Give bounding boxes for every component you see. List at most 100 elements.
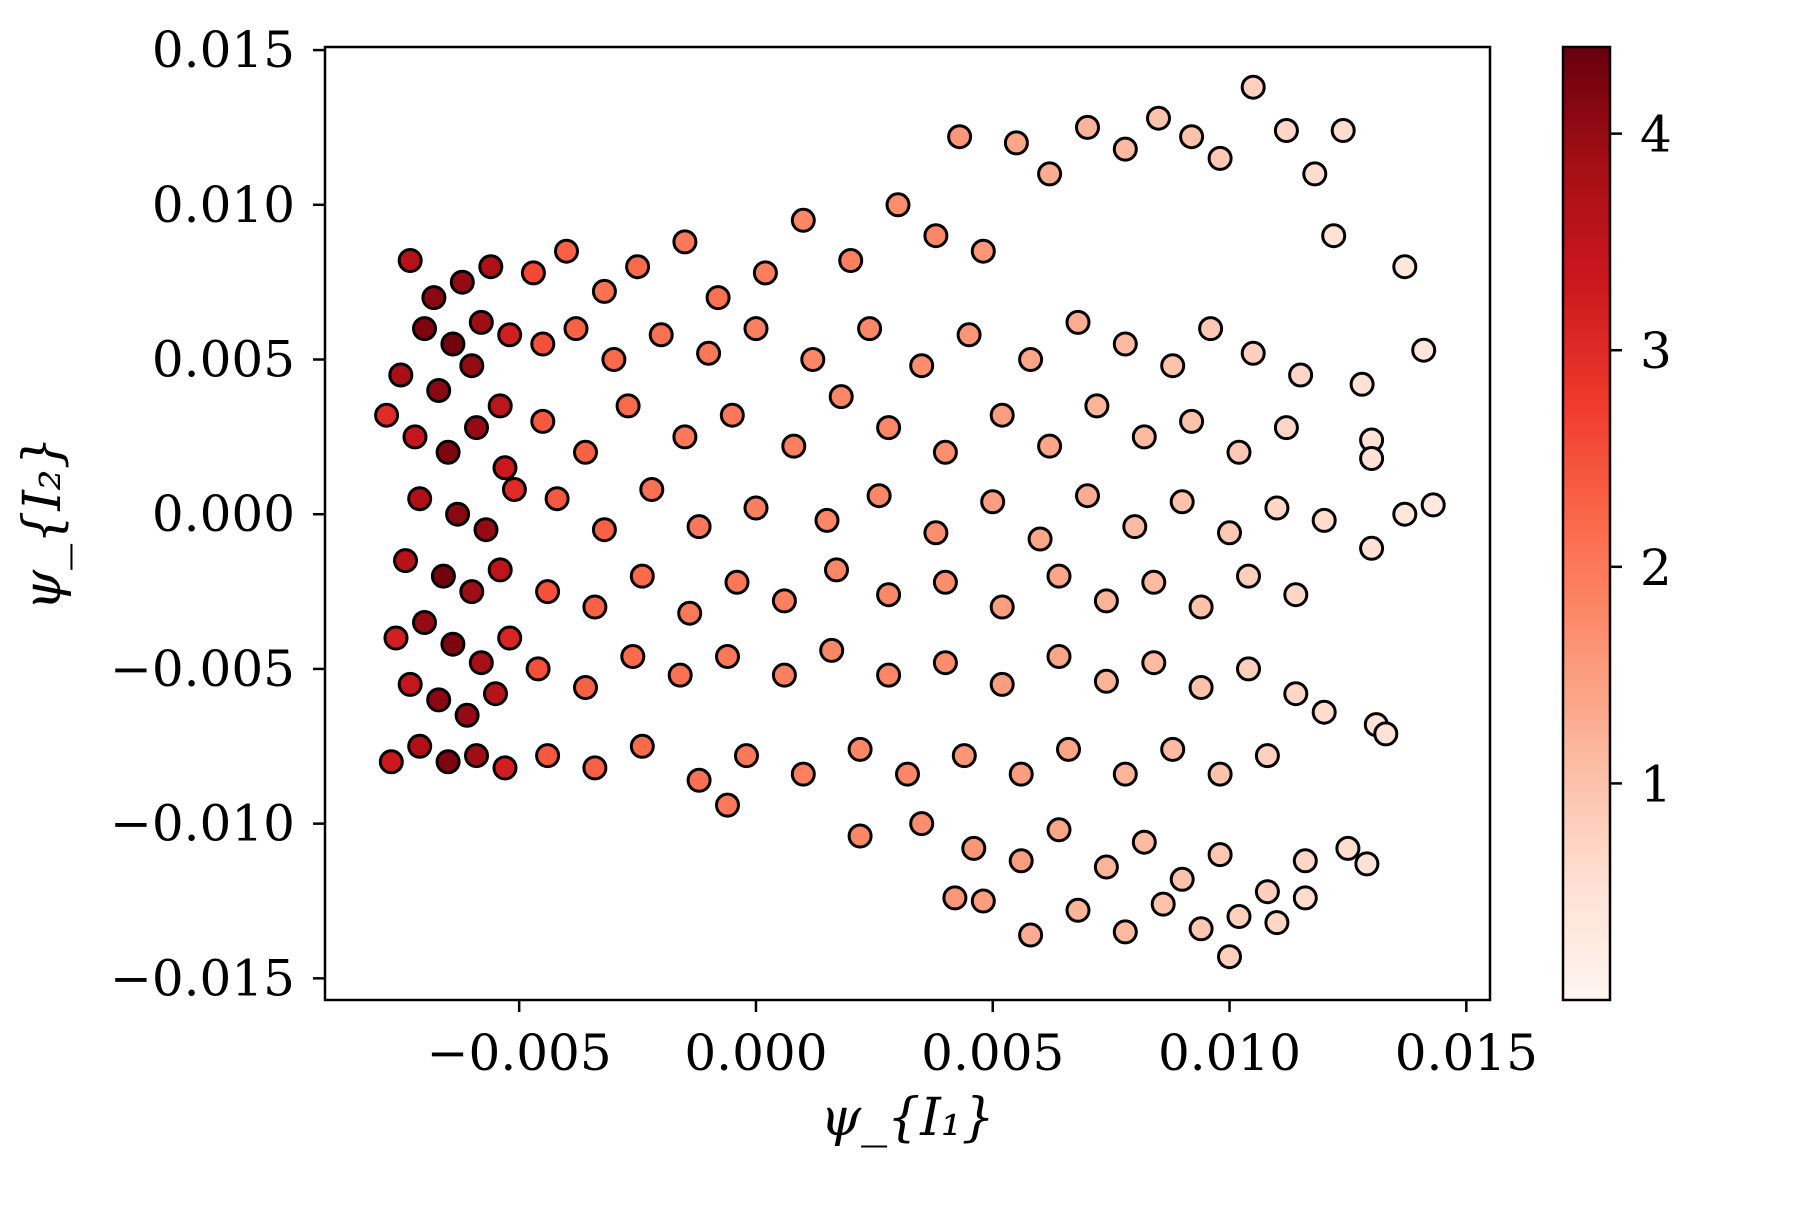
data-point xyxy=(970,238,996,264)
data-point xyxy=(1335,835,1361,861)
data-point xyxy=(530,331,556,357)
data-point xyxy=(1046,817,1072,843)
data-point xyxy=(615,393,641,419)
data-point xyxy=(383,625,409,651)
colorbar-ticks: 1 2 3 4 xyxy=(1610,106,1672,813)
data-point xyxy=(866,483,892,509)
data-point xyxy=(677,600,703,626)
data-point xyxy=(407,486,433,512)
data-point xyxy=(1027,526,1053,552)
data-point xyxy=(397,248,423,273)
data-point xyxy=(1302,161,1328,187)
data-point xyxy=(932,569,958,595)
data-point xyxy=(402,424,428,450)
data-point xyxy=(435,439,461,465)
data-point xyxy=(639,477,665,502)
data-point xyxy=(1373,721,1399,747)
data-point xyxy=(1018,347,1044,372)
data-point xyxy=(743,316,769,342)
data-point xyxy=(426,687,452,713)
data-point xyxy=(961,835,987,861)
data-point xyxy=(734,743,759,769)
colorbar-tick-label: 1 xyxy=(1640,755,1672,813)
data-point xyxy=(715,792,740,818)
data-point xyxy=(535,743,561,769)
data-point xyxy=(648,322,674,348)
data-point xyxy=(412,610,437,635)
data-point xyxy=(1112,331,1138,357)
data-point xyxy=(374,402,400,428)
data-point xyxy=(492,455,518,481)
data-point xyxy=(544,486,570,512)
data-point xyxy=(819,637,845,663)
data-point xyxy=(1169,866,1195,892)
data-point xyxy=(1330,118,1356,143)
y-tick-label: 0.000 xyxy=(152,485,295,543)
data-point xyxy=(468,309,494,335)
data-point xyxy=(554,238,579,264)
data-point xyxy=(790,207,816,233)
data-point xyxy=(1037,433,1063,459)
data-point xyxy=(1169,489,1195,515)
data-point xyxy=(1160,736,1186,762)
data-point xyxy=(672,229,698,255)
data-point xyxy=(1311,507,1337,533)
y-tick-label: −0.010 xyxy=(110,795,295,853)
x-axis-title: ψ_{I₁} xyxy=(820,1088,994,1148)
data-point xyxy=(1093,854,1119,880)
data-point xyxy=(459,579,485,605)
data-point xyxy=(1321,223,1347,249)
data-point xyxy=(989,402,1015,428)
data-point xyxy=(483,681,508,707)
x-tick-label: 0.015 xyxy=(1395,1024,1538,1082)
data-point xyxy=(1146,105,1171,131)
data-point xyxy=(1046,644,1072,669)
data-point xyxy=(686,767,712,793)
data-point xyxy=(625,254,651,280)
data-point xyxy=(497,625,523,651)
data-point xyxy=(1273,118,1299,143)
data-point xyxy=(388,362,414,388)
data-point xyxy=(956,322,982,348)
data-point xyxy=(876,582,902,608)
data-point xyxy=(629,563,655,589)
data-point xyxy=(464,415,489,441)
data-point xyxy=(1188,594,1214,620)
data-point xyxy=(1217,944,1242,970)
data-point xyxy=(497,322,523,348)
data-point xyxy=(932,439,958,465)
data-point xyxy=(876,415,902,441)
data-point xyxy=(1207,842,1233,868)
data-point xyxy=(421,285,447,311)
x-tick-label: −0.005 xyxy=(427,1024,612,1082)
data-point xyxy=(1112,136,1138,162)
data-point xyxy=(1112,919,1138,945)
data-point xyxy=(449,269,475,295)
data-point xyxy=(1075,483,1100,509)
data-point xyxy=(1354,851,1380,877)
colorbar-tick-label: 2 xyxy=(1640,539,1672,597)
data-point xyxy=(1188,916,1214,942)
data-point xyxy=(781,433,807,459)
data-point xyxy=(397,671,423,697)
data-point xyxy=(1226,904,1252,929)
data-point xyxy=(771,662,797,688)
data-point xyxy=(1311,699,1337,725)
y-tick-label: 0.010 xyxy=(152,176,295,234)
data-point xyxy=(828,384,854,410)
data-point xyxy=(573,675,598,700)
data-point xyxy=(582,594,608,620)
data-point xyxy=(535,579,561,605)
data-point xyxy=(1292,848,1318,874)
data-point xyxy=(1179,124,1205,150)
data-point xyxy=(686,514,712,540)
data-point xyxy=(1008,848,1034,874)
data-point xyxy=(1084,393,1110,419)
colorbar xyxy=(1561,45,1612,1002)
data-point xyxy=(1131,829,1157,855)
data-point xyxy=(582,755,608,781)
data-point xyxy=(1008,761,1034,787)
data-point xyxy=(407,733,433,759)
data-point xyxy=(478,254,504,280)
